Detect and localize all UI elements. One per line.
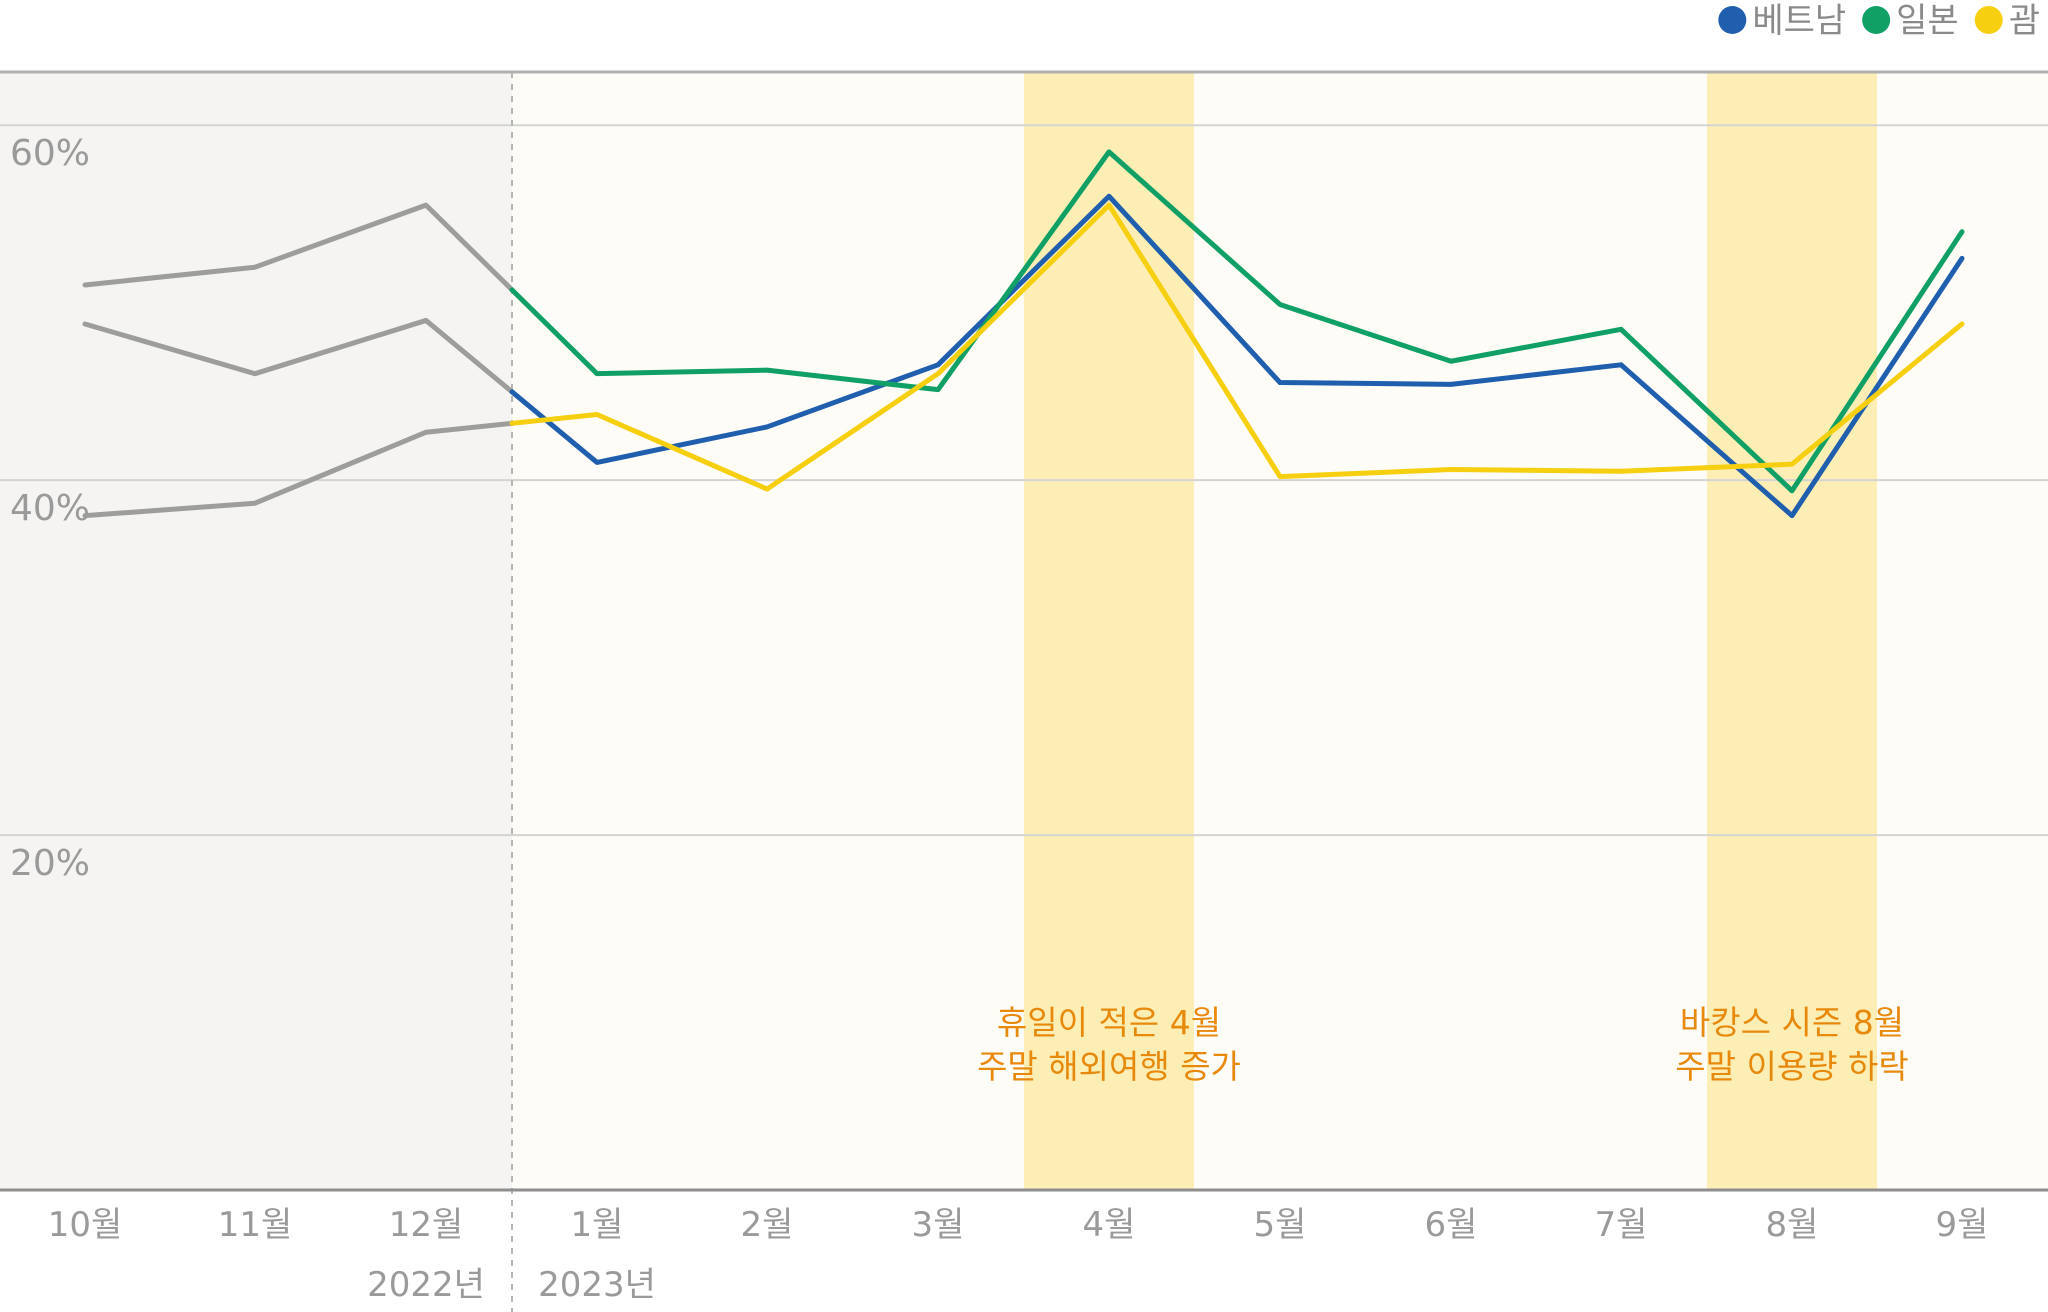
y-tick-label: 40% [10, 488, 90, 529]
x-tick-label: 11월 [218, 1205, 293, 1245]
x-tick-label: 8월 [1766, 1205, 1819, 1245]
y-axis-ticks: 20% 40% 60% [10, 133, 90, 884]
x-axis-ticks: 10월 11월 12월 1월 2월 3월 4월 5월 6월 7월 8월 9월 [48, 1205, 1989, 1245]
legend-label-베트남: 베트남 [1752, 1, 1846, 41]
x-tick-label: 4월 [1083, 1205, 1136, 1245]
gridlines [0, 124, 2048, 837]
past-period-background [0, 72, 512, 1190]
legend: 괌 일본 베트남 [1718, 1, 2040, 41]
series-line-베트남 [509, 193, 1965, 519]
legend-label-괌: 괌 [2009, 1, 2040, 41]
highlight-band-8월 [1707, 72, 1877, 1190]
series-line-past-일본 [82, 202, 515, 293]
x-tick-label: 2월 [741, 1205, 794, 1245]
annotation-text: 주말 해외여행 증가 [977, 1047, 1241, 1086]
x-tick-label: 10월 [48, 1205, 123, 1245]
annotation-text: 주말 이용량 하락 [1675, 1047, 1909, 1086]
x-tick-label: 7월 [1595, 1205, 1648, 1245]
year-label-2023: 2023년 [538, 1265, 656, 1305]
series-line-past-괌 [82, 420, 515, 519]
series-line-past-베트남 [82, 317, 515, 395]
x-tick-label: 1월 [571, 1205, 624, 1245]
x-tick-label: 6월 [1425, 1205, 1478, 1245]
x-tick-label: 3월 [912, 1205, 965, 1245]
year-label-2022: 2022년 [367, 1265, 485, 1305]
legend-marker-일본 [1862, 6, 1891, 34]
annotation-text: 바캉스 시즌 8월 [1680, 1003, 1904, 1042]
annotation-text: 휴일이 적은 4월 [997, 1003, 1221, 1042]
y-tick-label: 20% [10, 843, 90, 884]
series-line-괌 [509, 202, 1965, 492]
series-lines [509, 149, 1965, 519]
past-series-lines [82, 202, 515, 519]
x-tick-label: 5월 [1254, 1205, 1307, 1245]
y-tick-label: 60% [10, 133, 90, 174]
legend-marker-괌 [1974, 6, 2003, 34]
legend-marker-베트남 [1718, 6, 1747, 34]
x-tick-label: 9월 [1936, 1205, 1989, 1245]
series-line-일본 [509, 149, 1965, 494]
x-tick-label: 12월 [389, 1205, 464, 1245]
legend-label-일본: 일본 [1896, 1, 1959, 41]
